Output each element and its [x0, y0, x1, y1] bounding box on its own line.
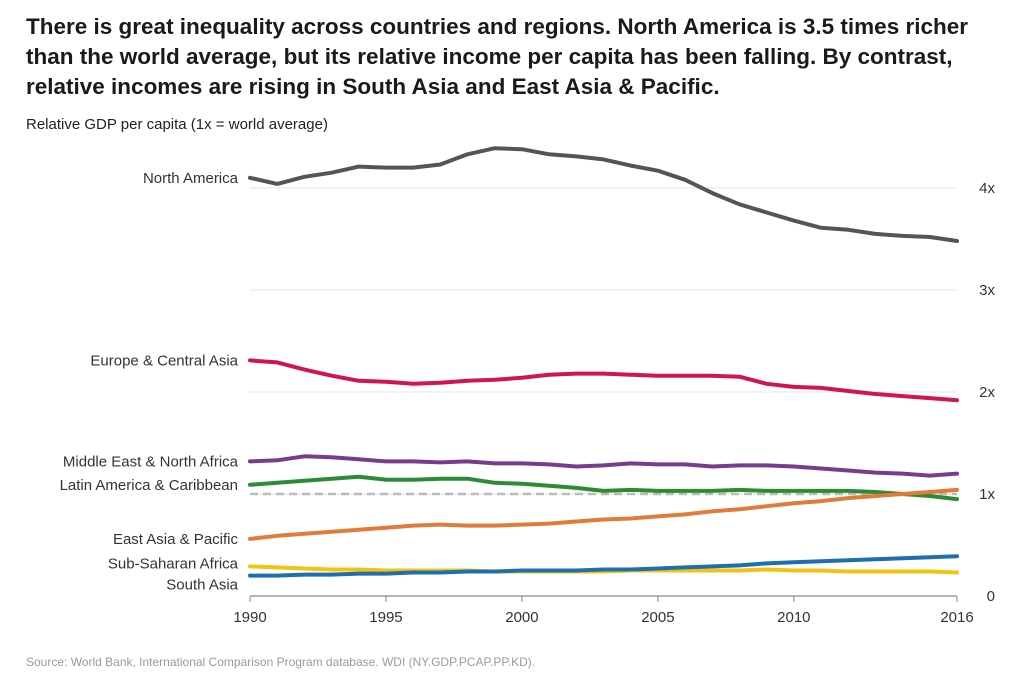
- y-axis-label: Relative GDP per capita (1x = world aver…: [26, 116, 328, 133]
- x-tick-label: 2005: [641, 609, 674, 626]
- x-tick-label: 2000: [505, 609, 538, 626]
- series-line-south-asia: [248, 554, 959, 578]
- series-label-north-america: North America: [143, 170, 239, 187]
- chart-title: There is great inequality across countri…: [26, 14, 968, 99]
- series-label-middle-east-north-africa: Middle East & North Africa: [63, 453, 239, 470]
- series-label-sub-saharan-africa: Sub-Saharan Africa: [108, 555, 239, 572]
- series-line-middle-east-north-africa: [248, 454, 959, 478]
- x-tick-label: 1995: [369, 609, 402, 626]
- x-tick-label: 2010: [777, 609, 810, 626]
- y-tick-label: 3x: [979, 282, 995, 299]
- x-tick-label: 2016: [940, 609, 973, 626]
- series-line-europe-central-asia: [248, 358, 959, 403]
- source-note: Source: World Bank, International Compar…: [26, 655, 536, 669]
- y-tick-label: 4x: [979, 180, 995, 197]
- series-label-east-asia-pacific: East Asia & Pacific: [113, 531, 239, 548]
- x-tick-label: 1990: [233, 609, 266, 626]
- series-line-east-asia-pacific: [248, 487, 959, 541]
- series-label-latin-america-caribbean: Latin America & Caribbean: [60, 477, 238, 494]
- series-line-north-america: [248, 146, 959, 243]
- y-tick-label: 1x: [979, 486, 995, 503]
- y-tick-label: 2x: [979, 384, 995, 401]
- series-label-europe-central-asia: Europe & Central Asia: [90, 352, 238, 369]
- series-line-latin-america-caribbean: [248, 474, 959, 502]
- series-label-south-asia: South Asia: [166, 577, 238, 594]
- y-tick-label: 0: [987, 588, 995, 605]
